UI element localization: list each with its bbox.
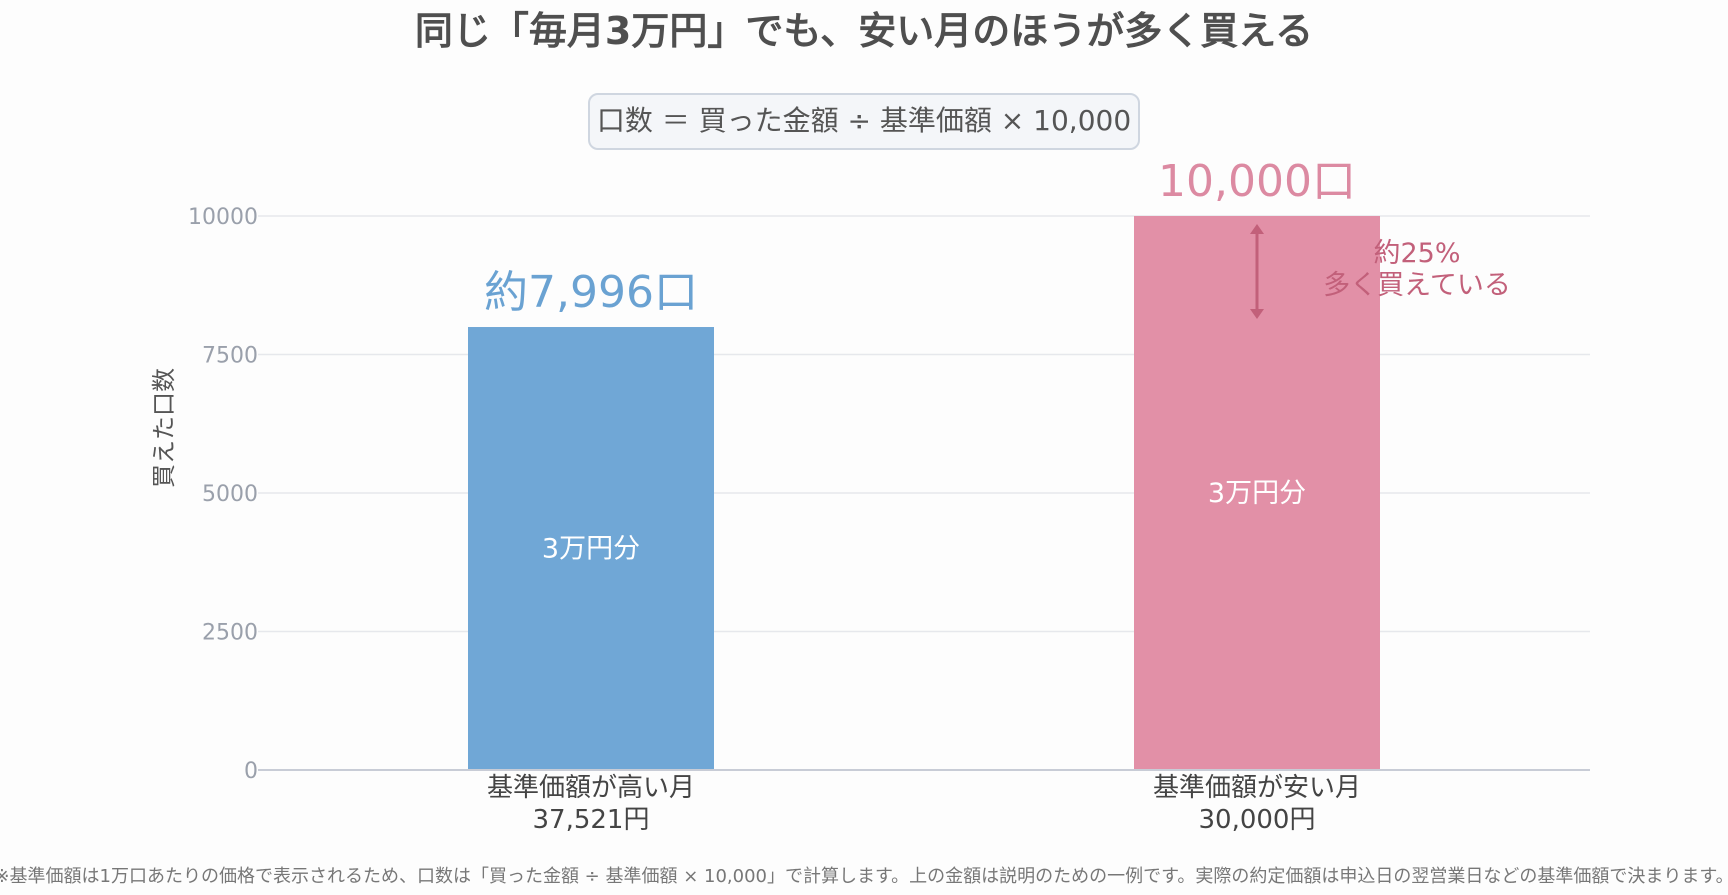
y-tick-label: 0 [244,759,258,784]
y-tick-label: 10000 [188,205,258,230]
formula-box: 口数 ＝ 買った金額 ÷ 基準価額 × 10,000 [588,93,1140,150]
y-tick-label: 5000 [202,482,258,507]
bar-inner-label: 3万円分 [542,534,640,565]
y-tick-label: 7500 [202,344,258,369]
category-label: 基準価額が高い月 [487,773,695,803]
annotation-line1: 約25% [1373,238,1460,269]
bar-value-label: 10,000口 [1158,156,1356,207]
category-price-label: 30,000円 [1199,805,1316,835]
bar [468,327,714,770]
formula-box-background [588,93,1140,150]
annotation-line2: 多く買えている [1323,270,1511,301]
category-price-label: 37,521円 [533,805,650,835]
bar-inner-label: 3万円分 [1208,478,1306,509]
y-axis-label: 買えた口数 [150,368,178,488]
footnote: ※基準価額は1万口あたりの価格で表示されるため、口数は「買った金額 ÷ 基準価額… [0,866,1728,887]
category-label: 基準価額が安い月 [1153,773,1361,803]
chart-title: 同じ「毎月3万円」でも、安い月のほうが多く買える [415,9,1313,53]
annotation-arrow-head-down [1250,309,1264,320]
bars: 3万円分 約7,996口 3万円分 10,000口 [468,156,1380,770]
y-axis-ticks: 0 2500 5000 7500 10000 [188,205,258,784]
difference-annotation: 約25%多く買えている [1250,224,1511,320]
annotation-arrow-head-up [1250,224,1264,234]
bar-value-label: 約7,996口 [484,267,698,318]
y-tick-label: 2500 [202,621,258,646]
formula-text: 口数 ＝ 買った金額 ÷ 基準価額 × 10,000 [597,104,1131,137]
